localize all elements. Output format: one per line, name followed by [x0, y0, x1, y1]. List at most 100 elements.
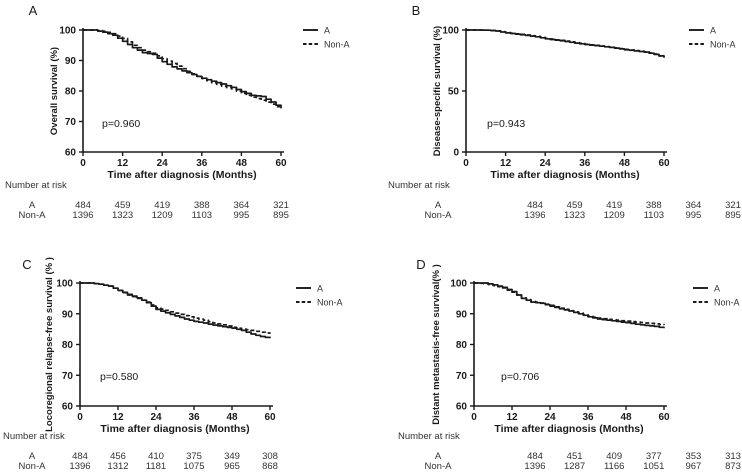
risk-count: 484	[527, 451, 543, 462]
risk-count: 388	[194, 200, 210, 211]
panel-d-distant-metastasis-free-survival-chart: D 60 70 80 90 100 0 12 24 36 48 60 Distant metastasi…	[398, 257, 741, 472]
risk-count: 1181	[146, 461, 166, 472]
risk-row-label: A	[29, 451, 36, 462]
x-tick-label: 0	[471, 412, 477, 423]
number-at-risk-title: Number at risk	[398, 431, 460, 442]
y-tick-label: 100	[56, 279, 73, 290]
risk-row-label: A	[435, 200, 442, 211]
risk-row-label: A	[29, 200, 36, 211]
y-tick-label: 50	[448, 87, 460, 98]
x-tick-label: 24	[157, 158, 169, 169]
x-tick-label: 48	[236, 158, 248, 169]
risk-row-label: Non-A	[19, 210, 47, 221]
x-tick-label: 60	[264, 412, 276, 423]
risk-row-label: Non-A	[425, 461, 453, 472]
risk-count: 995	[233, 210, 249, 221]
y-tick-label: 90	[65, 56, 77, 67]
x-axis-title: Time after diagnosis (Months)	[100, 423, 249, 435]
risk-count: 364	[233, 200, 249, 211]
risk-count: 868	[262, 461, 278, 472]
x-tick-label: 60	[275, 158, 287, 169]
risk-count: 895	[725, 210, 741, 221]
risk-count: 1323	[112, 210, 133, 221]
survival-curve-a	[80, 282, 271, 339]
x-axis-title: Time after diagnosis (Months)	[494, 423, 643, 435]
risk-count: 1396	[69, 461, 90, 472]
risk-count: 308	[262, 451, 278, 462]
legend-label: Non-A	[324, 40, 350, 50]
x-tick-label: 12	[112, 412, 124, 423]
x-tick-label: 24	[150, 412, 162, 423]
risk-count: 1103	[192, 210, 212, 221]
y-axis-title: Disease-specific survival (%)	[432, 26, 443, 156]
p-value: p=0.706	[501, 371, 539, 383]
survival-curve-non-a	[80, 282, 271, 334]
risk-count: 1166	[604, 461, 624, 472]
y-tick-label: 70	[62, 371, 74, 382]
panel-letter: B	[412, 3, 421, 18]
risk-count: 419	[154, 200, 170, 211]
risk-row-label: A	[435, 451, 442, 462]
x-tick-label: 36	[579, 158, 591, 169]
y-tick-label: 90	[456, 309, 468, 320]
survival-curve-a	[474, 282, 665, 329]
panel-a-overall-survival-chart: A 60 70 80 90 100 0 12 24 36 48 60 Overall survival …	[5, 3, 350, 221]
risk-count: 1209	[152, 210, 173, 221]
survival-curve-non-a	[474, 282, 665, 326]
y-tick-label: 80	[456, 340, 468, 351]
x-tick-label: 0	[463, 158, 469, 169]
risk-count: 321	[725, 200, 741, 211]
risk-count: 459	[567, 200, 583, 211]
risk-count: 388	[646, 200, 662, 211]
risk-count: 459	[115, 200, 131, 211]
x-tick-label: 60	[658, 158, 670, 169]
legend-label: Non-A	[714, 298, 740, 308]
x-tick-label: 24	[544, 412, 556, 423]
risk-count: 1396	[524, 461, 545, 472]
risk-count: 1051	[643, 461, 664, 472]
risk-count: 377	[646, 451, 662, 462]
y-tick-label: 100	[450, 279, 467, 290]
risk-count: 1103	[644, 210, 664, 221]
y-tick-label: 60	[456, 402, 468, 413]
legend-label: A	[317, 284, 323, 294]
risk-count: 1209	[604, 210, 625, 221]
x-tick-label: 12	[500, 158, 512, 169]
x-tick-label: 12	[506, 412, 518, 423]
risk-count: 375	[186, 451, 202, 462]
y-tick-label: 70	[456, 371, 468, 382]
risk-row-label: Non-A	[19, 461, 47, 472]
y-tick-label: 100	[59, 26, 76, 37]
risk-count: 349	[224, 451, 240, 462]
risk-count: 484	[75, 200, 91, 211]
risk-count: 321	[273, 200, 289, 211]
risk-count: 456	[110, 451, 126, 462]
y-tick-label: 100	[442, 26, 459, 37]
panel-b-disease-specific-survival-chart: B 0 50 100 0 12 24 36 48 60 Disease-specific survi…	[388, 3, 741, 221]
y-tick-label: 70	[65, 117, 77, 128]
x-tick-label: 12	[117, 158, 129, 169]
x-tick-label: 48	[226, 412, 238, 423]
x-tick-label: 48	[619, 158, 631, 169]
risk-count: 1287	[564, 461, 585, 472]
legend-label: Non-A	[710, 40, 736, 50]
x-tick-label: 36	[196, 158, 208, 169]
risk-count: 1396	[72, 210, 93, 221]
y-axis-title: Locoregional relapse-free survival (% )	[44, 257, 55, 432]
number-at-risk-title: Number at risk	[3, 431, 65, 442]
number-at-risk-title: Number at risk	[388, 180, 450, 191]
x-axis-title: Time after diagnosis (Months)	[490, 169, 639, 181]
risk-count: 419	[606, 200, 622, 211]
x-tick-label: 36	[582, 412, 594, 423]
risk-count: 313	[725, 451, 741, 462]
panel-letter: C	[22, 257, 31, 272]
y-tick-label: 80	[62, 340, 74, 351]
legend-label: A	[710, 26, 716, 36]
legend-label: Non-A	[317, 298, 343, 308]
legend-label: A	[324, 26, 330, 36]
risk-count: 484	[527, 200, 543, 211]
y-tick-label: 60	[65, 148, 77, 159]
x-tick-label: 24	[540, 158, 552, 169]
y-axis-title: Distant metastasis-free survival(% )	[431, 264, 442, 425]
